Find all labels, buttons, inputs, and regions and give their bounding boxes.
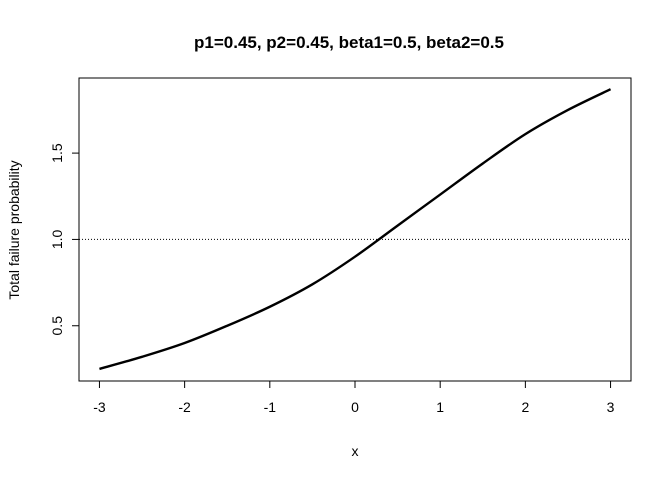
x-tick-label: -1: [264, 399, 277, 415]
y-tick-label: 1.5: [49, 143, 65, 163]
series-line: [99, 88, 612, 371]
x-axis: -3 -2 -1 0 1 2 3: [93, 381, 615, 415]
y-axis: 0.5 1.0 1.5: [49, 143, 79, 335]
chart-title: p1=0.45, p2=0.45, beta1=0.5, beta2=0.5: [194, 33, 504, 52]
x-tick-label: -2: [178, 399, 191, 415]
x-axis-label: x: [352, 443, 359, 459]
x-tick-label: 2: [521, 399, 529, 415]
x-tick-label: 0: [351, 399, 359, 415]
x-tick-label: 3: [607, 399, 615, 415]
x-tick-label: -3: [93, 399, 106, 415]
plot-frame: [78, 77, 632, 382]
y-tick-label: 0.5: [49, 316, 65, 336]
x-tick-label: 1: [436, 399, 444, 415]
y-axis-label: Total failure probability: [6, 160, 22, 299]
y-tick-label: 1.0: [49, 229, 65, 249]
